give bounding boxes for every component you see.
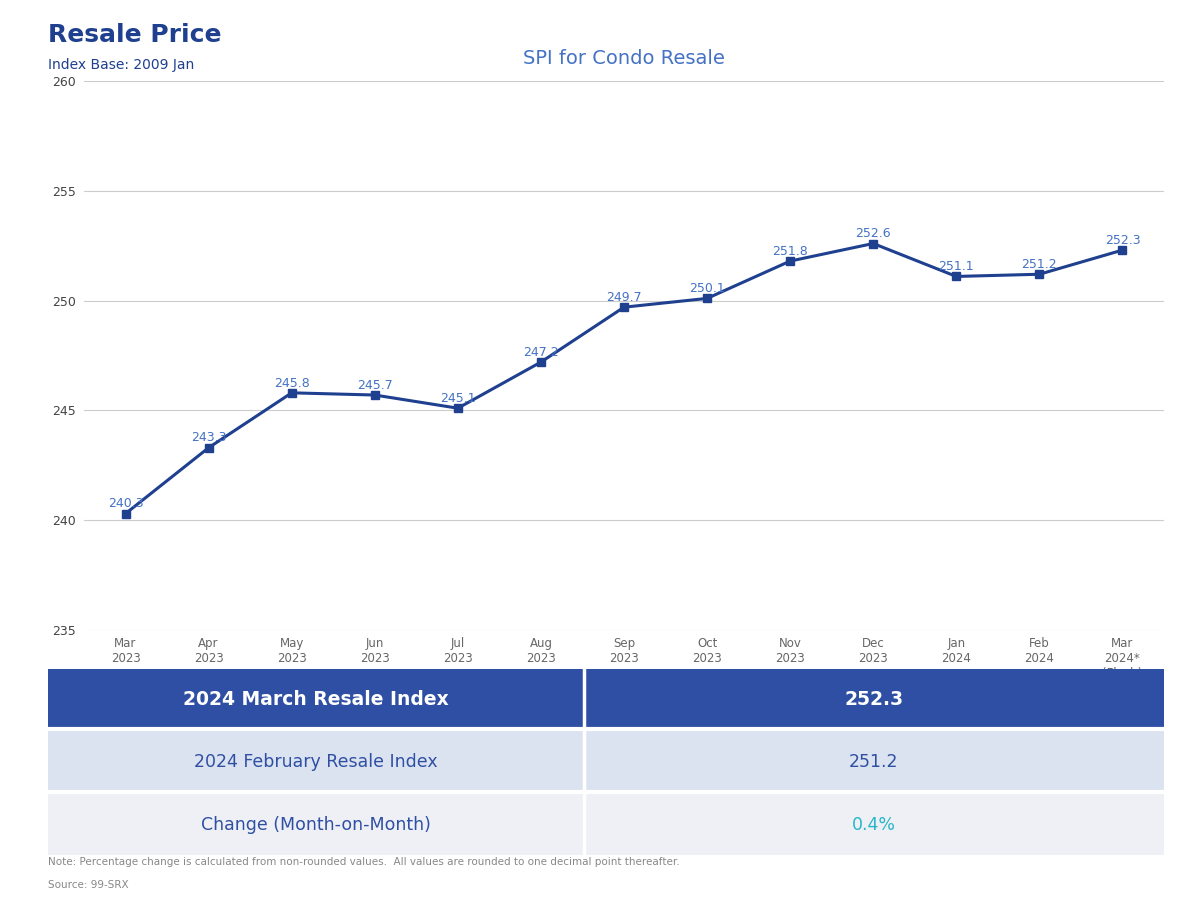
Text: 251.2: 251.2 (1021, 258, 1057, 271)
FancyBboxPatch shape (48, 669, 1164, 729)
Text: 250.1: 250.1 (689, 282, 725, 295)
Text: Note: Percentage change is calculated from non-rounded values.  All values are r: Note: Percentage change is calculated fr… (48, 857, 679, 867)
Text: 245.1: 245.1 (440, 392, 475, 405)
Text: 2024 March Resale Index: 2024 March Resale Index (182, 689, 449, 708)
Text: 251.2: 251.2 (850, 752, 899, 770)
Text: 247.2: 247.2 (523, 346, 559, 359)
Text: 251.8: 251.8 (773, 245, 808, 257)
Text: Change (Month-on-Month): Change (Month-on-Month) (200, 815, 431, 833)
Text: 245.8: 245.8 (274, 376, 310, 390)
Text: 245.7: 245.7 (356, 379, 392, 392)
Text: 252.6: 252.6 (856, 227, 892, 240)
Text: 240.3: 240.3 (108, 498, 143, 510)
Text: Source: 99-SRX: Source: 99-SRX (48, 880, 128, 890)
Text: Resale Price: Resale Price (48, 22, 222, 47)
FancyBboxPatch shape (48, 732, 1164, 792)
Text: 251.1: 251.1 (938, 260, 974, 274)
Text: 252.3: 252.3 (845, 689, 904, 708)
Text: 243.3: 243.3 (191, 431, 227, 445)
Text: 249.7: 249.7 (606, 291, 642, 304)
Title: SPI for Condo Resale: SPI for Condo Resale (523, 50, 725, 68)
Text: Index Base: 2009 Jan: Index Base: 2009 Jan (48, 58, 194, 73)
Text: 252.3: 252.3 (1105, 234, 1140, 247)
Text: 2024 February Resale Index: 2024 February Resale Index (194, 752, 438, 770)
FancyBboxPatch shape (48, 795, 1164, 855)
Text: 0.4%: 0.4% (852, 815, 896, 833)
